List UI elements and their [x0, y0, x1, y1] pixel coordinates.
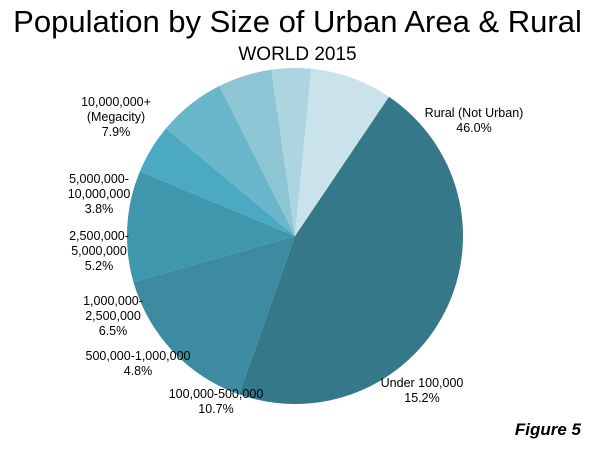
pie-slices [127, 68, 464, 405]
slice-percent: 4.8% [124, 364, 153, 378]
slice-label: Rural (Not Urban) 46.0% [425, 106, 524, 135]
slice-label-line: 100,000-500,000 [169, 387, 264, 401]
slice-label-line: (Megacity) [87, 110, 145, 124]
slice-percent: 10.7% [198, 402, 233, 416]
slice-label-line: 2,500,000- [69, 229, 129, 243]
slice-percent: 15.2% [404, 391, 439, 405]
slice-label: Under 100,000 15.2% [381, 376, 464, 405]
pie-slice [239, 96, 464, 405]
pie-slice [139, 128, 295, 236]
pie-slice [133, 236, 295, 395]
slice-label-line: 1,000,000- [83, 294, 143, 308]
slice-percent: 6.5% [99, 324, 128, 338]
pie-slice [219, 69, 295, 236]
pie-slice [166, 86, 295, 237]
slice-label: 10,000,000+ (Megacity) 7.9% [81, 95, 151, 139]
chart-subtitle: WORLD 2015 [238, 44, 357, 65]
slice-label-line: 5,000,000 [71, 244, 127, 258]
slice-label-line: 10,000,000+ [81, 95, 151, 109]
pie-slice [127, 171, 295, 283]
slice-label: 2,500,000-5,000,000 5.2% [69, 229, 129, 273]
slice-label: 5,000,000-10,000,000 3.8% [68, 172, 131, 216]
slice-percent: 7.9% [102, 125, 131, 139]
slice-percent: 5.2% [85, 259, 114, 273]
pie-slice [271, 68, 312, 237]
slice-label: 100,000-500,000 10.7% [169, 387, 264, 416]
slice-label-line: Rural (Not Urban) [425, 106, 524, 120]
slice-label-line: 5,000,000- [69, 172, 129, 186]
slice-label-line: Under 100,000 [381, 376, 464, 390]
slice-percent: 3.8% [85, 202, 114, 216]
pie-slice [295, 68, 389, 236]
slice-label-line: 500,000-1,000,000 [86, 349, 191, 363]
slice-label: 1,000,000-2,500,000 6.5% [83, 294, 143, 338]
chart-title: Population by Size of Urban Area & Rural [13, 4, 582, 39]
slice-label: 500,000-1,000,000 4.8% [86, 349, 191, 378]
pie-labels: Rural (Not Urban) 46.0% Under 100,000 15.2%… [68, 95, 524, 416]
slice-label-line: 10,000,000 [68, 187, 131, 201]
figure-label: Figure 5 [514, 420, 581, 439]
slice-percent: 46.0% [456, 121, 491, 135]
slice-label-line: 2,500,000 [85, 309, 141, 323]
